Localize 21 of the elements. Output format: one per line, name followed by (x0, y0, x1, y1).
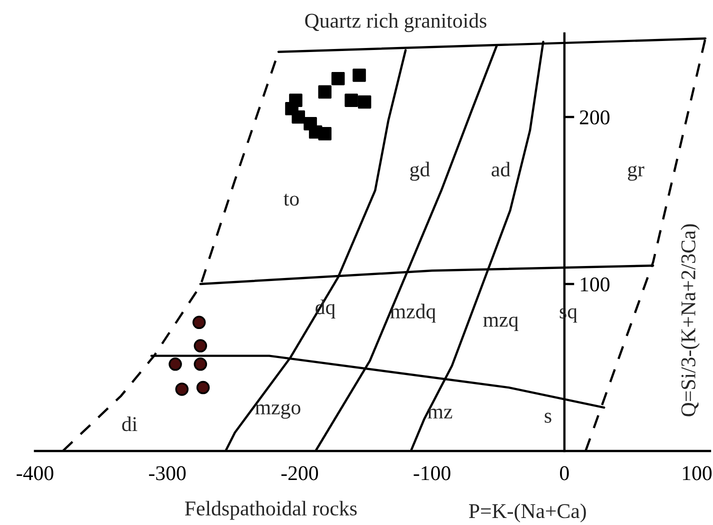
y-tick-label: 200 (580, 110, 610, 124)
x-axis-title: P=K-(Na+Ca) (469, 503, 586, 522)
x-tick-label: 100 (682, 466, 712, 480)
x-tick-label: -400 (16, 466, 54, 480)
annotation: to (284, 194, 299, 206)
chart-title: Quartz rich granitoids (305, 13, 486, 32)
annotation: mz (428, 408, 452, 418)
annotation: mzq (483, 316, 518, 332)
text: Feldspathoidal rocks (185, 500, 357, 520)
x-tick-label: -200 (281, 466, 318, 480)
y-axis-title: Q=Si/3-(K+Na+2/3Ca) (680, 224, 700, 416)
x-tick-label: -100 (414, 466, 450, 480)
annotation: ad (492, 162, 510, 176)
annotation: di (122, 416, 138, 432)
annotation: mzgo (255, 404, 300, 419)
annotation: gr (628, 166, 644, 181)
annotation: s (544, 412, 552, 423)
x-tick-label: 0 (560, 466, 569, 480)
annotation: mzdq (390, 304, 436, 323)
x-tick-label: -300 (149, 466, 186, 480)
annotation: gd (410, 162, 430, 181)
